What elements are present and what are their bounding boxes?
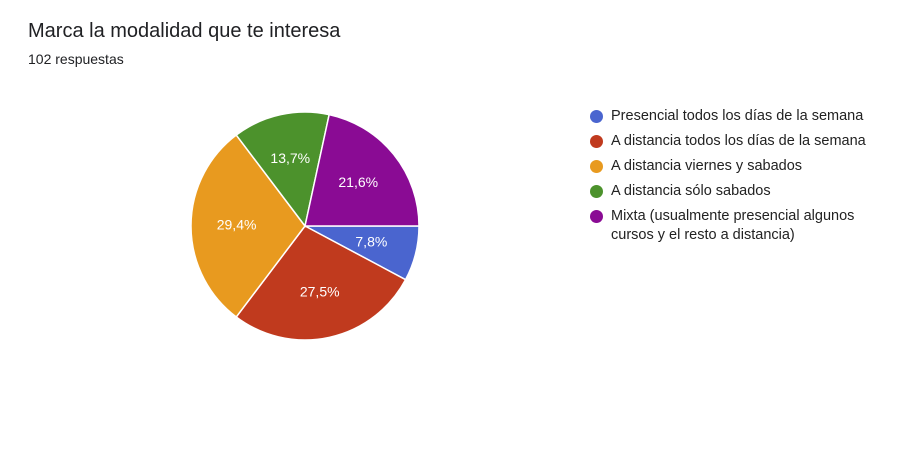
- legend-label: Presencial todos los días de la semana: [611, 108, 864, 124]
- legend-color-dot: [590, 185, 603, 198]
- legend-item-2[interactable]: A distancia todos los días de la semana: [590, 132, 890, 151]
- legend-color-dot: [590, 110, 603, 123]
- pie-slice-4[interactable]: [235, 111, 331, 228]
- slice-label-2: 27,5%: [300, 284, 340, 300]
- pie-slice-2[interactable]: [235, 225, 407, 341]
- legend-color-dot: [590, 135, 603, 148]
- response-count: 102 respuestas: [28, 51, 124, 67]
- pie-slice-5[interactable]: [304, 113, 420, 227]
- legend-label: A distancia viernes y sabados: [611, 158, 803, 174]
- slice-label-4: 13,7%: [270, 150, 310, 166]
- chart-legend: Presencial todos los días de la semana A …: [590, 107, 890, 251]
- pie-slice-3[interactable]: [190, 133, 306, 319]
- legend-item-5[interactable]: Mixta (usualmente presencial algunos cur…: [590, 207, 890, 245]
- legend-item-1[interactable]: Presencial todos los días de la semana: [590, 107, 890, 126]
- legend-label: A distancia sólo sabados: [611, 183, 771, 199]
- legend-label: A distancia todos los días de la semana: [611, 133, 866, 149]
- slice-label-1: 7,8%: [355, 233, 387, 249]
- legend-color-dot: [590, 160, 603, 173]
- legend-item-4[interactable]: A distancia sólo sabados: [590, 182, 890, 201]
- legend-color-dot: [590, 210, 603, 223]
- legend-item-3[interactable]: A distancia viernes y sabados: [590, 157, 890, 176]
- legend-label: Mixta (usualmente presencial algunos cur…: [611, 208, 855, 243]
- chart-title: Marca la modalidad que te interesa: [28, 20, 341, 42]
- slice-label-5: 21,6%: [338, 174, 378, 190]
- slice-label-3: 29,4%: [217, 217, 257, 233]
